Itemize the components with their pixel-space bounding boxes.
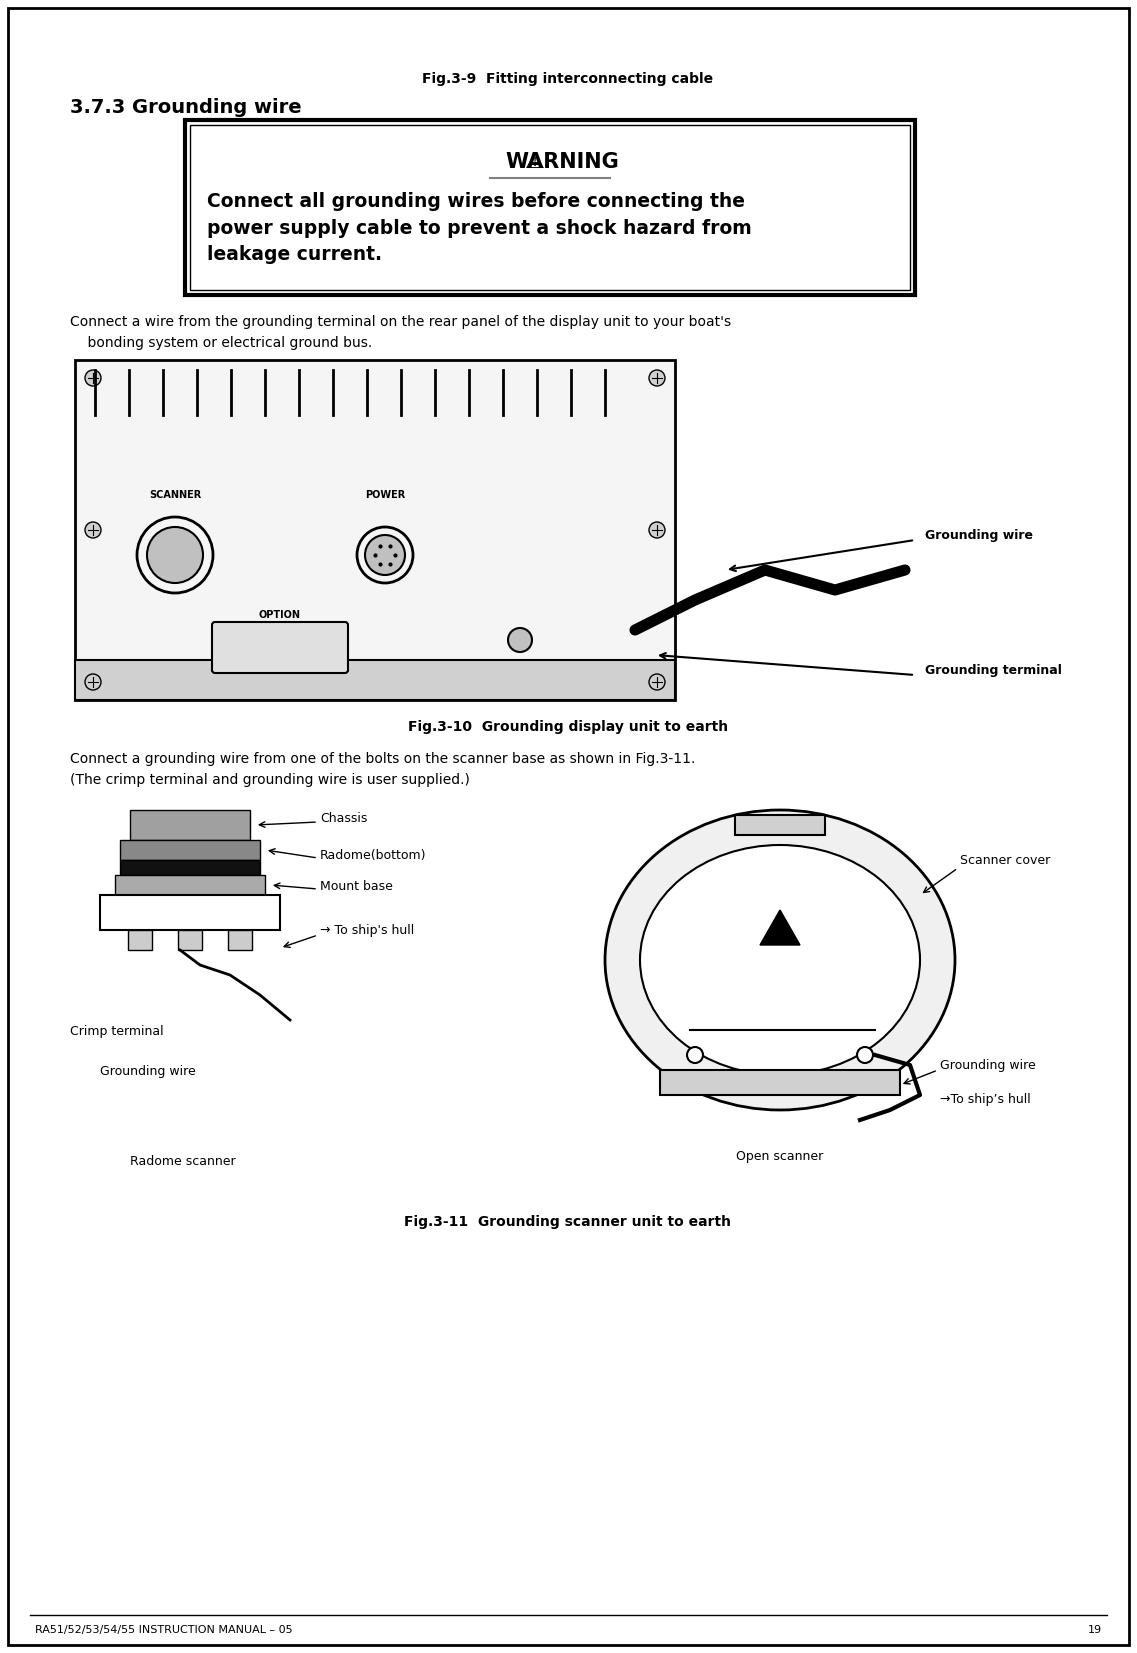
FancyBboxPatch shape bbox=[659, 1069, 901, 1094]
Circle shape bbox=[508, 628, 532, 651]
Text: Fig.3-11  Grounding scanner unit to earth: Fig.3-11 Grounding scanner unit to earth bbox=[405, 1215, 731, 1228]
Text: ⚠: ⚠ bbox=[525, 152, 545, 172]
Text: 19: 19 bbox=[1088, 1625, 1102, 1635]
Text: →To ship’s hull: →To ship’s hull bbox=[940, 1094, 1031, 1106]
Circle shape bbox=[85, 522, 101, 537]
Text: SCANNER: SCANNER bbox=[149, 489, 201, 499]
Circle shape bbox=[649, 370, 665, 387]
Text: Grounding wire: Grounding wire bbox=[926, 529, 1034, 542]
Text: Radome(bottom): Radome(bottom) bbox=[319, 848, 426, 861]
Ellipse shape bbox=[640, 845, 920, 1074]
FancyBboxPatch shape bbox=[100, 894, 280, 931]
Text: Grounding wire: Grounding wire bbox=[100, 1065, 196, 1078]
Text: Mount base: Mount base bbox=[319, 879, 393, 893]
Text: Scanner cover: Scanner cover bbox=[960, 853, 1051, 866]
Text: Fig.3-10  Grounding display unit to earth: Fig.3-10 Grounding display unit to earth bbox=[408, 721, 728, 734]
FancyBboxPatch shape bbox=[229, 931, 252, 950]
Text: Connect a wire from the grounding terminal on the rear panel of the display unit: Connect a wire from the grounding termin… bbox=[70, 316, 731, 349]
Text: → To ship's hull: → To ship's hull bbox=[319, 924, 414, 937]
Circle shape bbox=[687, 1046, 703, 1063]
FancyBboxPatch shape bbox=[130, 810, 250, 840]
Text: Connect all grounding wires before connecting the
power supply cable to prevent : Connect all grounding wires before conne… bbox=[207, 192, 752, 264]
Text: Connect a grounding wire from one of the bolts on the scanner base as shown in F: Connect a grounding wire from one of the… bbox=[70, 752, 696, 787]
Circle shape bbox=[365, 536, 405, 575]
FancyBboxPatch shape bbox=[115, 874, 265, 894]
FancyBboxPatch shape bbox=[735, 815, 825, 835]
Circle shape bbox=[857, 1046, 873, 1063]
FancyBboxPatch shape bbox=[121, 860, 260, 874]
FancyBboxPatch shape bbox=[75, 360, 675, 699]
Text: Crimp terminal: Crimp terminal bbox=[70, 1025, 164, 1038]
FancyBboxPatch shape bbox=[211, 622, 348, 673]
FancyBboxPatch shape bbox=[128, 931, 152, 950]
FancyBboxPatch shape bbox=[179, 931, 202, 950]
FancyBboxPatch shape bbox=[121, 840, 260, 860]
Text: POWER: POWER bbox=[365, 489, 405, 499]
Polygon shape bbox=[760, 911, 800, 946]
Text: WARNING: WARNING bbox=[505, 152, 619, 172]
Circle shape bbox=[85, 674, 101, 689]
Ellipse shape bbox=[605, 810, 955, 1111]
Text: Grounding wire: Grounding wire bbox=[940, 1058, 1036, 1071]
Text: Fig.3-9  Fitting interconnecting cable: Fig.3-9 Fitting interconnecting cable bbox=[423, 73, 714, 86]
Text: RA51/52/53/54/55 INSTRUCTION MANUAL – 05: RA51/52/53/54/55 INSTRUCTION MANUAL – 05 bbox=[35, 1625, 292, 1635]
Circle shape bbox=[147, 527, 204, 584]
Text: OPTION: OPTION bbox=[259, 610, 301, 620]
Text: 3.7.3 Grounding wire: 3.7.3 Grounding wire bbox=[70, 98, 301, 117]
Circle shape bbox=[649, 522, 665, 537]
Circle shape bbox=[85, 370, 101, 387]
Text: Open scanner: Open scanner bbox=[737, 1150, 823, 1164]
Circle shape bbox=[649, 674, 665, 689]
Text: Chassis: Chassis bbox=[319, 812, 367, 825]
Text: Radome scanner: Radome scanner bbox=[130, 1155, 235, 1169]
Text: Grounding terminal: Grounding terminal bbox=[926, 663, 1062, 676]
FancyBboxPatch shape bbox=[75, 660, 675, 699]
